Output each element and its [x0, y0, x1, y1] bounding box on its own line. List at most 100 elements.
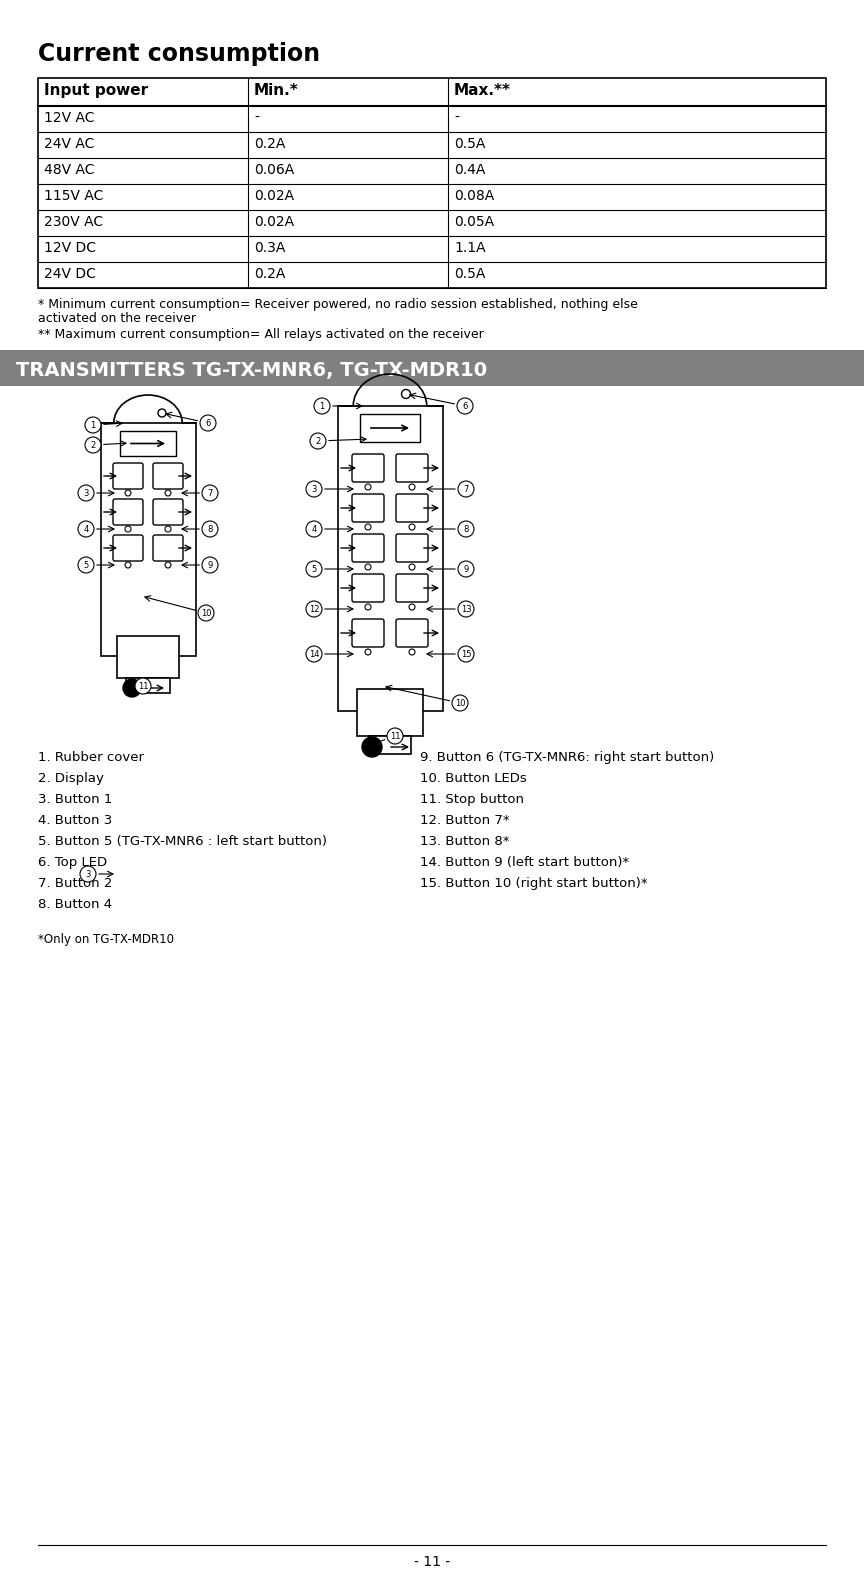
Text: Current consumption: Current consumption: [38, 43, 321, 66]
Text: 12: 12: [308, 605, 320, 613]
Text: 3. Button 1: 3. Button 1: [38, 793, 112, 805]
FancyBboxPatch shape: [113, 534, 143, 561]
Text: 14. Button 9 (left start button)*: 14. Button 9 (left start button)*: [420, 856, 629, 868]
Text: 6: 6: [462, 402, 467, 410]
Text: 0.5A: 0.5A: [454, 137, 486, 151]
Circle shape: [125, 563, 131, 567]
Text: 5: 5: [311, 564, 316, 574]
Circle shape: [202, 522, 218, 537]
Bar: [100, 422, 195, 656]
Circle shape: [314, 399, 330, 414]
Text: -: -: [254, 110, 259, 125]
FancyBboxPatch shape: [396, 574, 428, 602]
FancyBboxPatch shape: [352, 574, 384, 602]
FancyBboxPatch shape: [396, 493, 428, 522]
FancyBboxPatch shape: [153, 534, 183, 561]
Circle shape: [409, 484, 415, 490]
Text: 12V AC: 12V AC: [44, 110, 94, 125]
Circle shape: [135, 678, 151, 693]
Circle shape: [409, 649, 415, 656]
Circle shape: [409, 604, 415, 610]
FancyBboxPatch shape: [153, 500, 183, 525]
Text: 0.5A: 0.5A: [454, 266, 486, 281]
Circle shape: [125, 490, 131, 496]
Text: 9: 9: [207, 561, 213, 569]
Circle shape: [409, 564, 415, 571]
Text: Min.*: Min.*: [254, 84, 299, 98]
Text: 5. Button 5 (TG-TX-MNR6 : left start button): 5. Button 5 (TG-TX-MNR6 : left start but…: [38, 835, 327, 848]
FancyBboxPatch shape: [352, 493, 384, 522]
Circle shape: [458, 600, 474, 616]
Text: activated on the receiver: activated on the receiver: [38, 312, 196, 325]
Text: 7: 7: [463, 484, 468, 493]
FancyBboxPatch shape: [113, 500, 143, 525]
Text: 1: 1: [320, 402, 325, 410]
Text: 4: 4: [83, 525, 89, 534]
Bar: [120, 430, 176, 455]
Text: 24V DC: 24V DC: [44, 266, 96, 281]
Text: 11: 11: [390, 731, 400, 741]
Text: 3: 3: [311, 484, 317, 493]
Text: 0.2A: 0.2A: [254, 137, 285, 151]
Circle shape: [458, 522, 474, 537]
Bar: [360, 414, 420, 441]
Circle shape: [458, 481, 474, 496]
Text: 1. Rubber cover: 1. Rubber cover: [38, 752, 144, 764]
Text: ** Maximum current consumption= All relays activated on the receiver: ** Maximum current consumption= All rela…: [38, 328, 484, 340]
FancyBboxPatch shape: [352, 454, 384, 482]
Text: 1.1A: 1.1A: [454, 241, 486, 255]
FancyBboxPatch shape: [352, 619, 384, 648]
Circle shape: [306, 561, 322, 577]
FancyBboxPatch shape: [153, 463, 183, 489]
Circle shape: [458, 561, 474, 577]
Text: 14: 14: [308, 649, 320, 659]
Circle shape: [165, 526, 171, 533]
Text: 6. Top LED: 6. Top LED: [38, 856, 107, 868]
Text: 13. Button 8*: 13. Button 8*: [420, 835, 510, 848]
Circle shape: [387, 728, 403, 744]
Circle shape: [306, 522, 322, 537]
Circle shape: [125, 526, 131, 533]
Text: 0.08A: 0.08A: [454, 189, 494, 203]
Bar: [369, 736, 411, 753]
Circle shape: [78, 522, 94, 537]
Circle shape: [200, 414, 216, 430]
Text: 8: 8: [463, 525, 468, 534]
Text: 0.4A: 0.4A: [454, 162, 486, 177]
Circle shape: [198, 605, 214, 621]
Text: 11: 11: [137, 681, 149, 690]
Bar: [358, 689, 422, 736]
Text: 15. Button 10 (right start button)*: 15. Button 10 (right start button)*: [420, 876, 648, 890]
Circle shape: [165, 563, 171, 567]
Text: 10: 10: [200, 608, 212, 618]
Text: 24V AC: 24V AC: [44, 137, 94, 151]
Text: 13: 13: [461, 605, 472, 613]
Bar: [0, 350, 864, 386]
Circle shape: [158, 410, 166, 418]
Text: 2: 2: [91, 441, 96, 449]
Circle shape: [409, 523, 415, 530]
Circle shape: [165, 490, 171, 496]
Text: 1: 1: [91, 421, 96, 430]
Circle shape: [365, 604, 371, 610]
Text: 3: 3: [86, 870, 91, 878]
Text: 48V AC: 48V AC: [44, 162, 94, 177]
Text: 10: 10: [454, 698, 465, 708]
Text: 8. Button 4: 8. Button 4: [38, 898, 112, 911]
Circle shape: [365, 523, 371, 530]
Text: TRANSMITTERS TG-TX-MNR6, TG-TX-MDR10: TRANSMITTERS TG-TX-MNR6, TG-TX-MDR10: [16, 361, 487, 380]
FancyBboxPatch shape: [396, 454, 428, 482]
Text: 5: 5: [83, 561, 89, 569]
Bar: [126, 678, 169, 693]
Text: 230V AC: 230V AC: [44, 214, 103, 229]
Circle shape: [402, 389, 410, 399]
Text: 2: 2: [315, 437, 321, 446]
Circle shape: [123, 679, 141, 697]
Circle shape: [310, 433, 326, 449]
Text: - 11 -: - 11 -: [414, 1556, 450, 1570]
Circle shape: [365, 649, 371, 656]
Text: 9. Button 6 (TG-TX-MNR6: right start button): 9. Button 6 (TG-TX-MNR6: right start but…: [420, 752, 715, 764]
Text: 115V AC: 115V AC: [44, 189, 104, 203]
Text: 0.2A: 0.2A: [254, 266, 285, 281]
Text: 12. Button 7*: 12. Button 7*: [420, 813, 510, 827]
